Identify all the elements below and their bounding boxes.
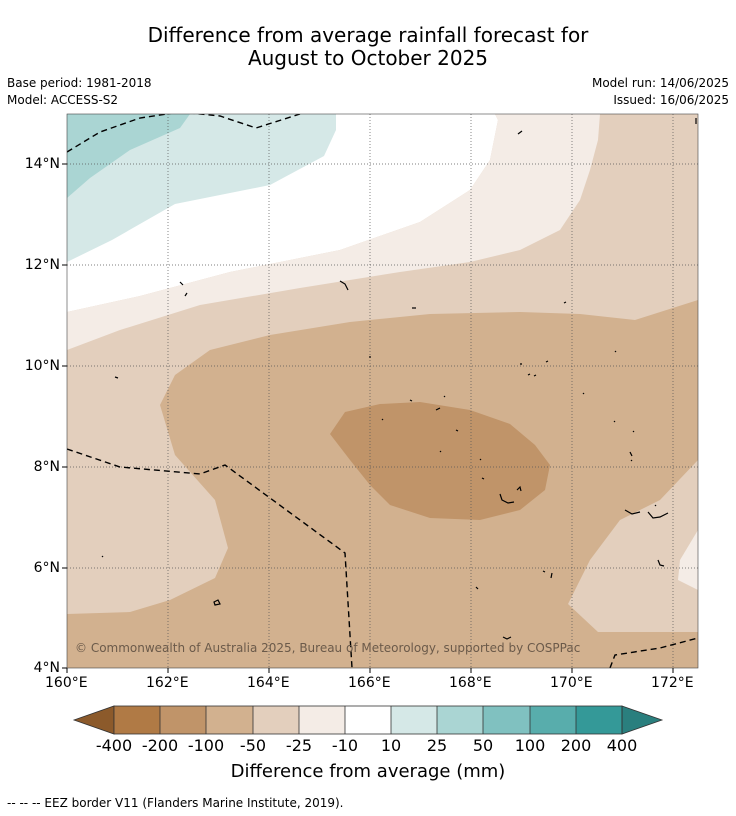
- colorbar-segment: [299, 706, 345, 734]
- colorbar-label: 50: [472, 736, 494, 755]
- islands: [101, 118, 697, 640]
- band-minus200-minus100: [330, 402, 550, 520]
- colorbar-frame: [113, 705, 623, 735]
- colorbar-label: -100: [187, 736, 225, 755]
- colorbar-label: 200: [560, 736, 592, 755]
- colorbar-label: 25: [426, 736, 448, 755]
- y-tick-label: 4°N: [33, 660, 60, 676]
- model-name: Model: ACCESS-S2: [7, 93, 119, 107]
- colorbar-segment: [437, 706, 483, 734]
- y-tick-label: 14°N: [24, 156, 60, 172]
- x-tick-label: 162°E: [146, 675, 189, 691]
- x-tick-label: 172°E: [651, 675, 694, 691]
- eez-border: [67, 114, 698, 668]
- y-tick-label: 10°N: [24, 358, 60, 374]
- colorbar-label: 100: [514, 736, 546, 755]
- eez-legend-note: -- -- -- EEZ border V11 (Flanders Marine…: [7, 796, 344, 810]
- colorbar-extend-low: [72, 705, 115, 735]
- x-tick-label: 170°E: [550, 675, 593, 691]
- colorbar-title: Difference from average (mm): [230, 761, 506, 782]
- colorbar-segment: [483, 706, 530, 734]
- y-tick-label: 6°N: [33, 560, 60, 576]
- colorbar-segment: [253, 706, 299, 734]
- map-frame: [66, 113, 699, 669]
- x-tick-label: 166°E: [348, 675, 391, 691]
- model-run: Model run: 14/06/2025: [591, 76, 729, 90]
- colorbar-segment: [206, 706, 253, 734]
- colorbar-label: -400: [95, 736, 133, 755]
- base-period: Base period: 1981-2018: [7, 76, 152, 90]
- graticule: [67, 114, 698, 668]
- colorbar-label: -25: [285, 736, 313, 755]
- colorbar-label: 400: [606, 736, 638, 755]
- band-25-50: [67, 114, 190, 198]
- colorbar-segment: [160, 706, 206, 734]
- x-tick-label: 168°E: [449, 675, 492, 691]
- colorbar-label: -50: [239, 736, 267, 755]
- colorbar-label: 10: [380, 736, 402, 755]
- colorbar-segment: [530, 706, 576, 734]
- band-minus25-minus10-lower: [678, 530, 698, 590]
- rainfall-anomaly-field: [67, 114, 698, 668]
- x-tick-label: 160°E: [45, 675, 88, 691]
- issued-date: Issued: 16/06/2025: [613, 93, 729, 107]
- colorbar: [72, 705, 664, 735]
- x-tick-label: 164°E: [247, 675, 290, 691]
- colorbar-label: -200: [141, 736, 179, 755]
- copyright-notice: © Commonwealth of Australia 2025, Bureau…: [75, 641, 581, 655]
- title-line-1: Difference from average rainfall forecas…: [147, 23, 589, 47]
- axis-ticks: [62, 163, 674, 673]
- colorbar-label: -10: [331, 736, 359, 755]
- colorbar-extend-high: [621, 705, 664, 735]
- y-tick-label: 12°N: [24, 257, 60, 273]
- colorbar-segment: [576, 706, 622, 734]
- y-tick-label: 8°N: [33, 459, 60, 475]
- colorbar-segment: [114, 706, 160, 734]
- colorbar-segment: [391, 706, 437, 734]
- colorbar-segment: [345, 706, 391, 734]
- title-line-2: August to October 2025: [247, 46, 489, 70]
- band-minus25-minus10: [67, 114, 600, 350]
